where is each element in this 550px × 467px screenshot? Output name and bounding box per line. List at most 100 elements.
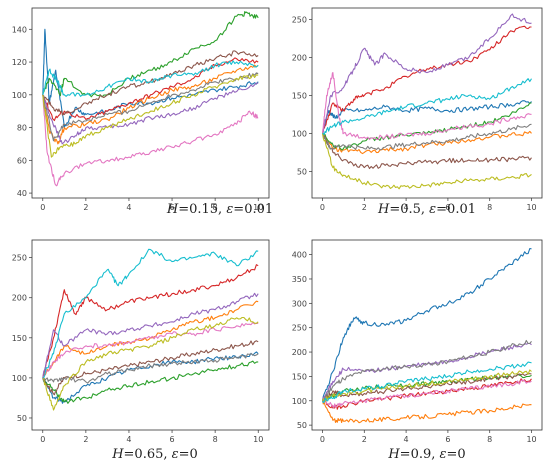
y-tick-label: 150 <box>292 372 307 381</box>
x-tick-label: 0 <box>320 435 325 444</box>
series-line-6 <box>322 373 532 403</box>
y-tick-label: 140 <box>12 25 27 34</box>
caption-eps-panel-1: ε <box>226 202 234 217</box>
y-tick-label: 80 <box>17 124 27 133</box>
x-tick-label: 8 <box>213 435 218 444</box>
y-tick-label: 100 <box>292 397 307 406</box>
series-line-6 <box>321 133 532 170</box>
x-tick-label: 8 <box>487 203 492 212</box>
series-line-2 <box>42 64 259 145</box>
caption-panel-3: H=0.65, ε=0 <box>30 447 280 462</box>
x-tick-label: 8 <box>487 435 492 444</box>
series-line-2 <box>321 400 532 424</box>
x-tick-label: 10 <box>253 203 263 212</box>
caption-eps-panel-3: ε <box>171 447 179 462</box>
x-tick-label: 4 <box>404 203 409 212</box>
plot-frame <box>311 7 543 199</box>
series-line-9 <box>42 316 259 411</box>
x-tick-label: 2 <box>83 435 88 444</box>
series-line-10 <box>42 60 259 97</box>
series-line-8 <box>42 72 259 142</box>
y-tick-label: 200 <box>12 294 27 303</box>
series-line-8 <box>322 339 532 402</box>
x-tick-label: 10 <box>526 435 536 444</box>
y-tick-label: 250 <box>12 254 27 263</box>
caption-eps-value-panel-3: =0 <box>178 447 198 462</box>
x-tick-label: 6 <box>445 203 450 212</box>
y-tick-label: 250 <box>292 15 307 24</box>
caption-sep-panel-1: , <box>218 202 227 217</box>
x-tick-label: 4 <box>126 435 131 444</box>
caption-param-value-panel-4: =0.9 <box>399 447 432 462</box>
x-tick-label: 0 <box>320 203 325 212</box>
panel-1: 0 2 4 6 8 10 40 60 80 100 120 140 <box>12 7 270 212</box>
y-tick-label: 150 <box>12 334 27 343</box>
series-line-10 <box>321 361 532 404</box>
series-line-1 <box>321 248 532 401</box>
y-tick-label: 400 <box>292 251 307 260</box>
panel-2: 0 2 4 6 8 10 50 100 150 200 250 <box>292 7 543 212</box>
y-tick-label: 100 <box>12 374 27 383</box>
caption-eps-value-panel-1: =0.01 <box>233 202 274 217</box>
series-line-1 <box>42 28 259 129</box>
x-tick-label: 2 <box>83 203 88 212</box>
series-line-9 <box>42 74 259 158</box>
series-group <box>42 248 259 411</box>
x-tick-label: 6 <box>169 203 174 212</box>
x-tick-label: 10 <box>253 435 263 444</box>
panel-3: 0 2 4 6 8 10 50 100 150 200 250 <box>12 239 270 444</box>
caption-param-value-panel-3: =0.65 <box>123 447 164 462</box>
plot-frame <box>31 239 270 431</box>
caption-sep-panel-4: , <box>431 447 440 462</box>
series-line-3 <box>42 11 259 98</box>
series-line-4 <box>321 25 532 134</box>
y-tick-label: 50 <box>297 167 307 176</box>
x-tick-label: 0 <box>40 203 45 212</box>
series-line-5 <box>42 82 259 145</box>
x-tick-label: 0 <box>40 435 45 444</box>
caption-param-value-panel-1: =0.15 <box>178 202 219 217</box>
caption-param-panel-3: H <box>112 447 124 462</box>
panel-4: 0 2 4 6 8 10 50 100 150 200 250 300 350 400 <box>292 239 543 444</box>
series-line-3 <box>322 102 532 151</box>
series-line-7 <box>322 379 532 409</box>
series-line-10 <box>322 78 532 135</box>
series-line-9 <box>321 369 532 402</box>
caption-param-panel-4: H <box>388 447 400 462</box>
y-tick-label: 100 <box>292 129 307 138</box>
series-line-1 <box>42 351 259 404</box>
series-line-8 <box>322 123 532 151</box>
caption-panel-1: H=0.15, ε=0.01 <box>95 202 345 217</box>
caption-eps-value-panel-4: =0 <box>446 447 466 462</box>
series-line-5 <box>322 13 532 134</box>
caption-eps-panel-2: ε <box>429 202 437 217</box>
y-tick-label: 200 <box>292 53 307 62</box>
series-line-6 <box>42 50 259 116</box>
caption-sep-panel-2: , <box>420 202 430 217</box>
series-line-6 <box>42 340 259 396</box>
x-tick-label: 4 <box>126 203 131 212</box>
y-tick-label: 150 <box>292 91 307 100</box>
series-line-8 <box>42 353 259 384</box>
series-line-2 <box>42 300 259 379</box>
caption-eps-panel-4: ε <box>439 447 447 462</box>
series-line-10 <box>42 248 259 379</box>
plot-frame <box>311 239 543 431</box>
series-line-5 <box>321 342 532 401</box>
y-tick-label: 200 <box>292 348 307 357</box>
y-tick-label: 40 <box>17 189 27 198</box>
x-tick-label: 4 <box>404 435 409 444</box>
caption-param-panel-1: H <box>166 202 179 217</box>
caption-sep-panel-3: , <box>163 447 172 462</box>
caption-panel-4: H=0.9, ε=0 <box>312 447 542 462</box>
x-tick-label: 2 <box>362 203 367 212</box>
y-tick-label: 250 <box>292 324 307 333</box>
x-tick-label: 6 <box>445 435 450 444</box>
series-line-9 <box>321 133 532 190</box>
series-group <box>321 248 532 424</box>
x-tick-label: 8 <box>213 203 218 212</box>
y-tick-label: 100 <box>12 91 27 100</box>
series-line-7 <box>42 322 259 379</box>
